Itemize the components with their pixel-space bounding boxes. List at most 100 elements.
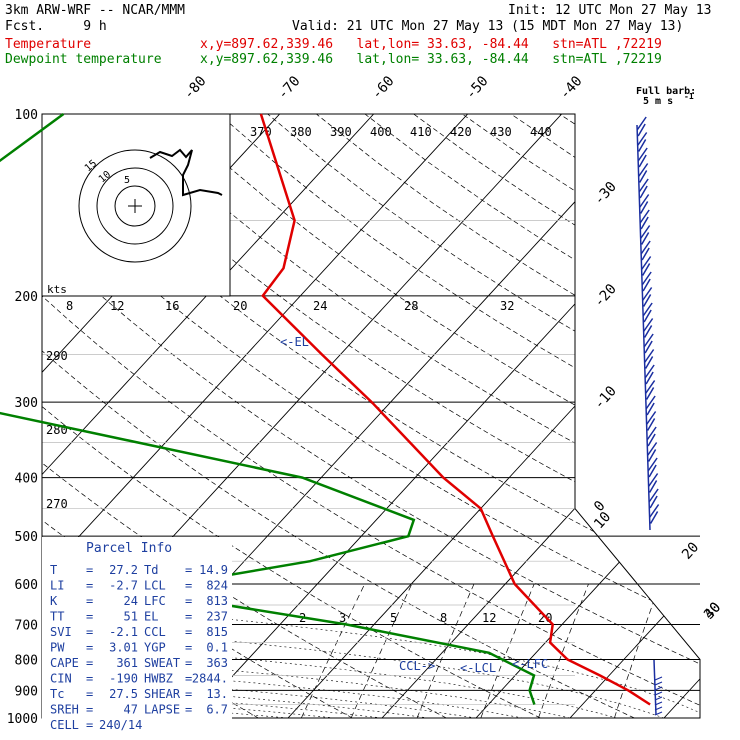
wind-barb [654,701,663,706]
parcel-row-label: YGP [144,641,166,655]
mixing-ratio-line [614,583,661,718]
isotherm-line [475,114,700,718]
theta-label: 290 [46,349,68,363]
wind-speed-label: 12 [110,299,124,313]
pressure-tick-label: 700 [15,618,38,633]
isotherm-line [381,114,700,718]
temperature-tick-label: -30 [591,179,620,209]
wind-barb [648,488,659,509]
theta-label: 390 [330,125,352,139]
pressure-tick-label: 300 [15,396,38,411]
wind-barb [654,676,663,681]
parcel-row-eq: = [185,625,192,639]
isotherm-line [287,114,700,718]
wind-barb-staff [653,659,657,716]
wind-barb [638,163,649,183]
theta-label: 380 [290,125,312,139]
wind-speed-label: 16 [165,299,179,313]
wind-barbs [636,116,663,716]
wind-barb [645,411,657,431]
barb-legend-title: Full barb: [636,86,696,97]
parcel-row-value: 13. [206,687,228,701]
parcel-row-eq: = [185,672,192,686]
hodograph-ring [78,149,192,263]
temperature-tick-label: 10 [591,509,614,532]
theta-label: 400 [370,125,392,139]
valid-time: Valid: 21 UTC Mon 27 May 13 (15 MDT Mon … [292,19,684,34]
parcel-row-value: 361 [116,656,138,670]
theta-label: 430 [490,125,512,139]
pressure-tick-label: 100 [15,108,38,123]
wind-barb [642,302,653,323]
temperature-legend: Temperature [5,37,92,52]
parcel-row-label: TT [50,610,64,624]
parcel-row-eq: = [185,656,192,670]
dry-adiabat-line [608,114,700,718]
theta-label: 440 [530,125,552,139]
parcel-row-value: 237 [206,610,228,624]
barb-legend-exponent: -1 [684,92,694,101]
dewpoint-legend: Dewpoint temperature [5,52,162,67]
parcel-info-title: Parcel Info [86,541,172,556]
temperature-tick-label: -80 [181,73,210,103]
dry-adiabat-line [510,114,700,718]
wind-barb [642,287,653,307]
hodograph-ring [96,167,174,245]
model-title: 3km ARW-WRF -- NCAR/MMM [5,3,186,18]
mixing-ratio-line [300,583,366,718]
wind-barb [643,333,654,354]
parcel-row-label: CCL [144,625,166,639]
wind-barb [639,209,650,230]
mixing-ratio-label: 5 [390,611,397,625]
parcel-row-label: EL [144,610,158,624]
parcel-row-label: Td [144,563,158,577]
temperature-tick-label: -70 [275,73,304,103]
pressure-tick-label: 800 [15,653,38,668]
parcel-row-eq: = [86,718,93,732]
parcel-row-value: 3.01 [109,641,138,655]
wind-barb [648,504,660,524]
isotherm-line [42,114,469,718]
parcel-row-label: K [50,594,58,608]
forecast-hour: Fcst. 9 h [5,19,107,34]
parcel-row-value: 824 [206,579,228,593]
parcel-row-eq: = [185,641,192,655]
lfc-marker: <-LFC [512,657,548,671]
wind-barb [641,271,652,292]
mixing-ratio-label: 12 [482,611,496,625]
hodograph-units: kts [47,283,67,296]
pressure-tick-label: 1000 [7,712,38,727]
pressure-tick-label: 200 [15,290,38,305]
isotherm-line [42,114,375,718]
wind-barb [639,194,650,214]
theta-label: 410 [410,125,432,139]
temperature-tick-label: -10 [591,383,620,413]
wind-barb [654,681,663,686]
wind-barb [643,318,654,338]
parcel-row-eq: = [86,594,93,608]
mixing-ratio-line [538,583,589,718]
dewpoint-trace [0,112,536,705]
mixing-ratio-line [416,583,475,718]
theta-label: 270 [46,497,68,511]
parcel-row-label: SVI [50,625,72,639]
dry-adiabat-line [316,114,700,718]
lcl-marker: <-LCL [460,661,496,675]
mixing-ratio-line [480,583,535,718]
dry-adiabat-line [170,114,700,718]
parcel-row-eq: = [86,703,93,717]
hodograph-frame [41,113,231,297]
temperature-tick-label: 40 [701,599,724,622]
parcel-row-value: 6.7 [206,703,228,717]
mixing-ratio-line [350,583,413,718]
parcel-row-eq: = [185,563,192,577]
wind-speed-label: 28 [404,299,418,313]
hodograph-trace [149,148,223,197]
wind-barb [647,457,658,478]
parcel-row-label: SHEAR [144,687,181,701]
temperature-tick-label: -60 [369,73,398,103]
wind-barb [640,225,651,245]
hodograph-ring-label: 5 [124,175,130,186]
